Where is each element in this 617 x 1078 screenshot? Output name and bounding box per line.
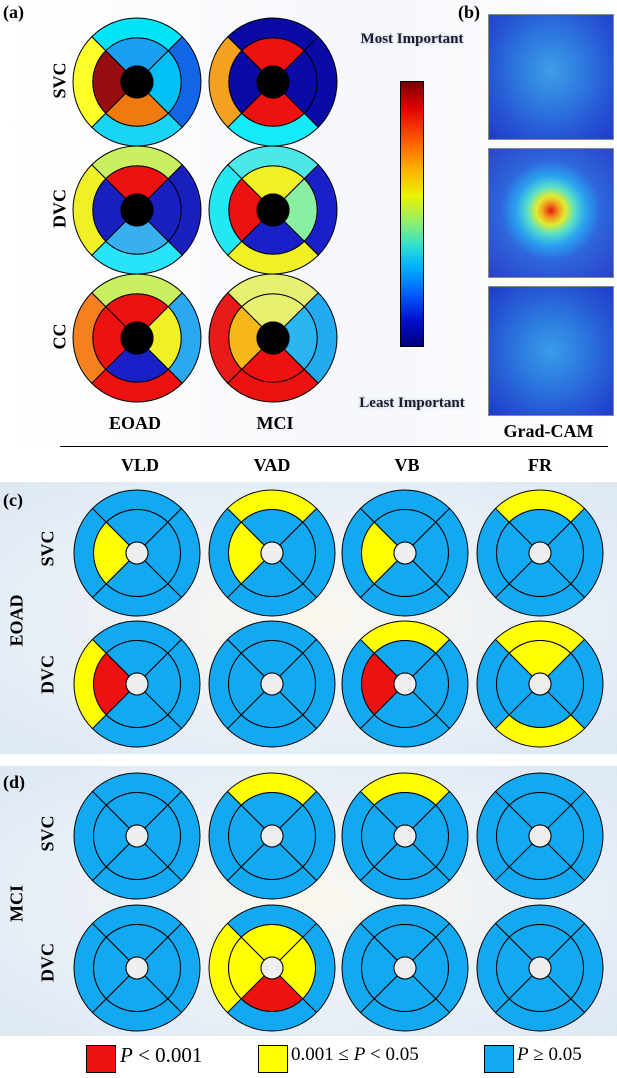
section-divider (60, 446, 608, 447)
bullseye-d-dvc-fr-center (528, 956, 552, 980)
bullseye-d-dvc-fr (476, 904, 604, 1032)
bullseye-c-svc-fr (476, 489, 604, 617)
bullseye-c-dvc-vld-center (125, 672, 149, 696)
bullseye-a-cc-mci (208, 273, 338, 403)
legend-yellow-rest: < 0.05 (365, 1044, 419, 1065)
bullseye-c-svc-vld-center (125, 541, 149, 565)
col-header-vld: VLD (120, 455, 159, 475)
bullseye-c-dvc-vb (341, 620, 469, 748)
bullseye-a-svc-mci (208, 17, 338, 147)
bullseye-a-dvc-eoad (72, 145, 202, 275)
col-header-fr: FR (528, 455, 552, 475)
bullseye-a-cc-mci-center (256, 321, 290, 355)
gradcam-image-cc (488, 286, 614, 416)
panel-label-c: (c) (3, 490, 23, 510)
legend-blue-rest: ≥ 0.05 (528, 1044, 582, 1065)
bullseye-d-svc-vad (208, 772, 336, 900)
legend-p-symbol: P (353, 1044, 366, 1065)
bullseye-d-svc-vb (341, 772, 469, 900)
bullseye-d-svc-vld (73, 772, 201, 900)
colorbar-bottom-label: Least Important (359, 395, 465, 411)
bullseye-c-svc-vad (208, 489, 336, 617)
bullseye-d-svc-fr-center (528, 824, 552, 848)
legend-label-yellow: 0.001 ≤ P < 0.05 (291, 1044, 419, 1066)
bullseye-c-svc-vb-center (393, 541, 417, 565)
bullseye-d-dvc-vb (341, 904, 469, 1032)
bullseye-c-svc-vld (73, 489, 201, 617)
bullseye-a-dvc-mci-center (256, 193, 290, 227)
gradcam-image-dvc (488, 148, 614, 278)
bullseye-c-dvc-fr (476, 620, 604, 748)
bullseye-a-svc-mci-center (256, 65, 290, 99)
panel-a-col-label-mci: MCI (256, 413, 294, 433)
legend-label-blue: P ≥ 0.05 (517, 1044, 582, 1066)
legend-yellow-left: 0.001 ≤ (291, 1044, 354, 1065)
bullseye-c-dvc-vld (73, 620, 201, 748)
legend-swatch-red (86, 1045, 116, 1073)
bullseye-a-svc-eoad-center (120, 65, 154, 99)
bullseye-d-dvc-vad-center (260, 956, 284, 980)
panel-label-d: (d) (3, 772, 25, 792)
bullseye-d-dvc-vb-center (393, 956, 417, 980)
bullseye-a-cc-eoad-center (120, 321, 154, 355)
panel-a-bullseye-grid (72, 17, 338, 403)
gradcam-image-svc (488, 14, 614, 140)
bullseye-a-svc-eoad (72, 17, 202, 147)
legend-swatch-yellow (258, 1045, 288, 1073)
colorbar-top-label: Most Important (360, 31, 464, 47)
legend-label-red: P < 0.001 (120, 1043, 202, 1068)
bullseye-a-dvc-mci (208, 145, 338, 275)
bullseye-d-svc-vb-center (393, 824, 417, 848)
bullseye-c-dvc-fr-center (528, 672, 552, 696)
bullseye-a-cc-eoad (72, 273, 202, 403)
bullseye-a-dvc-eoad-center (120, 193, 154, 227)
bullseye-d-dvc-vad (208, 904, 336, 1032)
legend-p-symbol: P (517, 1044, 529, 1065)
bullseye-d-svc-vld-center (125, 824, 149, 848)
bullseye-c-svc-vb (341, 489, 469, 617)
panel-a-col-label-eoad: EOAD (108, 413, 161, 433)
gradcam-caption: Grad-CAM (503, 421, 594, 441)
bullseye-c-dvc-vb-center (393, 672, 417, 696)
legend-red-rest: < 0.001 (132, 1043, 203, 1067)
panel-cd-bullseye-grid (73, 489, 604, 1032)
bullseye-d-svc-fr (476, 772, 604, 900)
legend-p-symbol: P (120, 1043, 133, 1067)
bullseye-d-dvc-vld-center (125, 956, 149, 980)
col-header-vb: VB (394, 455, 420, 475)
panel-label-b: (b) (458, 2, 480, 22)
bullseye-c-dvc-vad-center (260, 672, 284, 696)
bullseye-c-dvc-vad (208, 620, 336, 748)
bullseye-c-svc-fr-center (528, 541, 552, 565)
bullseye-d-svc-vad-center (260, 824, 284, 848)
bullseye-d-dvc-vld (73, 904, 201, 1032)
colorbar (400, 81, 424, 347)
panel-label-a: (a) (3, 2, 24, 22)
col-header-vad: VAD (253, 455, 291, 475)
legend-swatch-blue (484, 1045, 514, 1073)
bullseye-c-svc-vad-center (260, 541, 284, 565)
